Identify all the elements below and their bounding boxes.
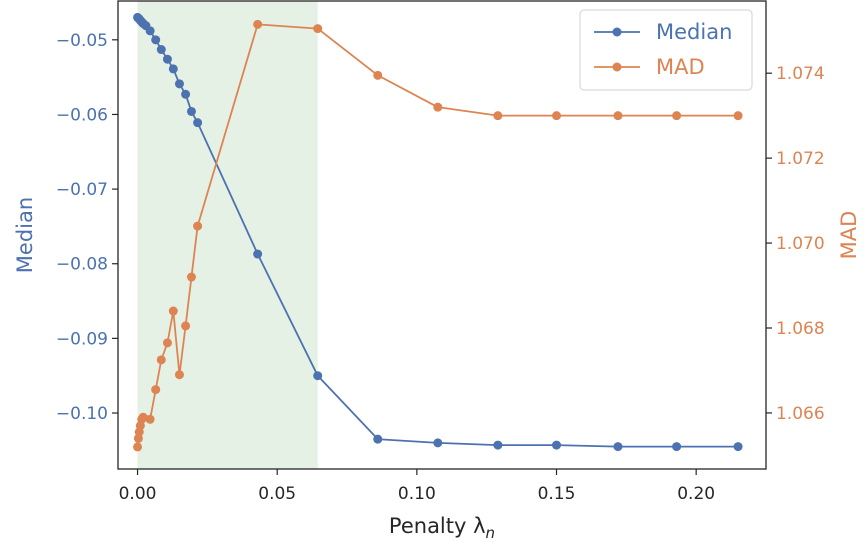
mad-point — [133, 442, 143, 452]
right-tick-label: 1.072 — [776, 149, 825, 169]
median-point — [253, 249, 263, 259]
right-tick-label: 1.068 — [776, 319, 825, 339]
median-point — [145, 26, 155, 36]
legend-box — [579, 9, 753, 91]
legend-mad-label: MAD — [656, 55, 705, 79]
mad-point — [253, 19, 263, 29]
right-axis-title: MAD — [837, 211, 861, 260]
median-point — [373, 434, 383, 444]
median-point — [181, 89, 191, 99]
median-point — [186, 106, 196, 116]
x-axis-ticks: 0.00 0.05 0.10 0.15 0.20 — [119, 469, 715, 504]
mad-point — [138, 412, 148, 422]
legend-mad-marker — [612, 62, 622, 72]
mad-point — [162, 338, 172, 348]
x-axis-title-main: Penalty λ — [389, 514, 486, 538]
right-tick-label: 1.070 — [776, 234, 825, 254]
x-tick-label: 0.10 — [398, 484, 436, 504]
x-tick-label: 0.05 — [258, 484, 296, 504]
mad-point — [186, 272, 196, 282]
left-tick-label: −0.09 — [56, 329, 108, 349]
median-point — [493, 440, 503, 450]
median-point — [156, 45, 166, 55]
left-tick-label: −0.05 — [56, 31, 108, 51]
left-tick-label: −0.07 — [56, 180, 108, 200]
series-points — [133, 12, 743, 452]
mad-point — [151, 385, 161, 395]
plot-frame — [117, 0, 767, 470]
mad-point — [733, 111, 743, 121]
legend-median-label: Median — [656, 20, 732, 44]
mad-point — [672, 111, 682, 121]
mad-point — [145, 414, 155, 424]
mad-point — [613, 111, 623, 121]
mad-point — [433, 102, 443, 112]
median-point — [552, 440, 562, 450]
mad-point — [493, 111, 503, 121]
left-tick-label: −0.06 — [56, 105, 108, 125]
x-tick-label: 0.15 — [538, 484, 576, 504]
median-point — [174, 79, 184, 89]
shaded-region — [137, 1, 318, 469]
median-point — [162, 54, 172, 64]
mad-point — [181, 321, 191, 331]
legend: Median MAD — [579, 9, 753, 91]
mad-point — [313, 24, 323, 34]
mad-point — [373, 70, 383, 80]
legend-median-marker — [612, 27, 622, 37]
median-point — [613, 442, 623, 452]
right-tick-label: 1.066 — [776, 404, 825, 424]
right-tick-label: 1.074 — [776, 64, 825, 84]
x-tick-label: 0.20 — [677, 484, 715, 504]
mad-point — [168, 306, 178, 316]
x-tick-label: 0.00 — [119, 484, 157, 504]
median-point — [193, 118, 203, 128]
median-point — [151, 35, 161, 45]
median-point — [672, 442, 682, 452]
mad-point — [552, 111, 562, 121]
right-axis-ticks: 1.066 1.068 1.070 1.072 1.074 — [766, 64, 825, 424]
median-point — [168, 64, 178, 74]
left-axis-title: Median — [13, 197, 37, 273]
left-tick-label: −0.10 — [56, 404, 108, 424]
left-tick-label: −0.08 — [56, 255, 108, 275]
mad-point — [174, 370, 184, 380]
mad-point — [156, 355, 166, 365]
mad-point — [193, 221, 203, 231]
median-point — [433, 438, 443, 448]
left-axis-ticks: −0.05 −0.06 −0.07 −0.08 −0.09 −0.10 — [56, 31, 118, 424]
x-axis-title-subscript: n — [486, 524, 496, 542]
x-axis-title: Penalty λn — [389, 514, 495, 542]
median-point — [313, 371, 323, 381]
median-point — [733, 442, 743, 452]
